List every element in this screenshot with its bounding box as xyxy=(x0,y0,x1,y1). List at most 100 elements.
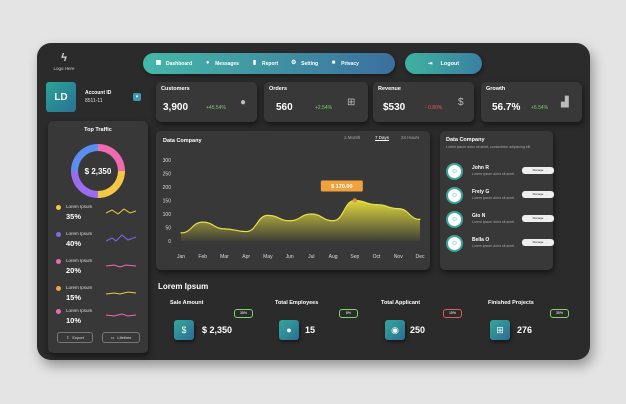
contacts-title: Data Company xyxy=(446,137,485,143)
dollar-icon: $ xyxy=(174,320,194,340)
nav-report[interactable]: ▮ Report xyxy=(247,60,282,67)
data-point xyxy=(245,230,247,233)
person-desc: Lorem ipsum dolor sit amet xyxy=(472,220,515,224)
legend-dot xyxy=(56,309,61,314)
stat-value: 3,900 xyxy=(163,102,189,113)
x-tick-label: Apr xyxy=(242,254,250,260)
lock-icon: ■ xyxy=(331,60,336,66)
sparkline xyxy=(106,313,136,317)
logout-icon: ⇥ xyxy=(427,60,433,67)
person-name: Freiy G xyxy=(472,189,490,195)
kpi-value: 250 xyxy=(410,325,426,335)
avatar[interactable]: LD xyxy=(46,82,76,112)
x-tick-label: Aug xyxy=(329,254,338,260)
kpi-title: Total Employees xyxy=(275,300,319,306)
range-24-hours[interactable]: 24 Hours xyxy=(401,135,420,140)
x-tick-label: Feb xyxy=(198,254,207,260)
chevron-down-icon[interactable]: ▾ xyxy=(133,93,141,101)
export-button[interactable]: ⇧ Export xyxy=(57,332,93,343)
kpi-badge: 15% xyxy=(443,309,462,318)
sparkline xyxy=(106,264,136,268)
chat-icon: ● xyxy=(205,60,210,66)
kpi-total-applicant: Total Applicant 15% ◉ 250 xyxy=(369,300,464,340)
upload-icon: ⇧ xyxy=(66,335,70,340)
traffic-title: Top Traffic xyxy=(84,127,112,133)
stat-change: +5.54% xyxy=(531,105,549,111)
stat-card-revenue: Revenue $530 - 0.80% $ xyxy=(373,82,474,122)
stat-title: Revenue xyxy=(378,86,401,92)
list-item: ☺ John R Lorem ipsum dolor sit amet Mana… xyxy=(446,161,554,181)
nav-messages[interactable]: ● Messages xyxy=(200,60,243,67)
logo[interactable]: ϟ Logo Here xyxy=(49,52,79,71)
nav-label: Dashboard xyxy=(166,60,193,67)
x-tick-label: Nov xyxy=(394,254,403,260)
lifetime-button[interactable]: ▭ Lifetime xyxy=(102,332,140,343)
legend-dot xyxy=(56,205,61,210)
data-point xyxy=(202,221,204,223)
summary-title: Lorem Ipsum xyxy=(158,282,209,291)
person-name: John R xyxy=(472,165,489,171)
legend-label: Lorem Ipsum xyxy=(66,204,93,209)
y-tick-label: 150 xyxy=(163,199,172,205)
legend-dot xyxy=(56,259,61,264)
y-tick-label: 300 xyxy=(163,158,172,164)
y-tick-label: 200 xyxy=(163,185,172,191)
manage-button[interactable]: Manage xyxy=(522,191,554,198)
nav-label: Messages xyxy=(215,60,240,67)
data-point xyxy=(180,232,182,234)
nav-dashboard[interactable]: ▦ Dashboard xyxy=(151,60,196,67)
avatar: ☺ xyxy=(446,211,463,228)
person-desc: Lorem ipsum dolor sit amet xyxy=(472,244,515,248)
stat-title: Growth xyxy=(486,86,506,92)
logout-button[interactable]: ⇥ Logout xyxy=(405,53,482,74)
nav-label: Privacy xyxy=(341,60,359,67)
traffic-donut: $ 2,350 xyxy=(71,144,125,198)
contacts-subtitle: Lorem ipsum dolor sit amet, consectetur … xyxy=(446,145,531,149)
person-icon: ● xyxy=(240,97,247,108)
chart-line xyxy=(180,199,421,234)
logo-text: Logo Here xyxy=(53,66,75,71)
x-tick-label: Jan xyxy=(177,254,185,260)
tooltip-box xyxy=(320,180,363,192)
stat-change: - 0.80% xyxy=(425,105,443,111)
manage-button[interactable]: Manage xyxy=(522,167,554,174)
nav-label: Report xyxy=(262,60,279,67)
lifetime-label: Lifetime xyxy=(117,335,132,340)
export-label: Export xyxy=(72,335,84,340)
data-point xyxy=(289,220,291,222)
traffic-legend-item: Lorem Ipsum 15% xyxy=(56,284,141,306)
nav-privacy[interactable]: ■ Privacy xyxy=(326,60,363,67)
kpi-badge: 8% xyxy=(339,309,358,318)
people-icon: ● xyxy=(279,320,299,340)
x-tick-label: Jun xyxy=(286,254,294,260)
gear-icon: ⚙ xyxy=(290,60,297,66)
dollar-icon: $ xyxy=(458,97,464,108)
x-tick-label: Mar xyxy=(220,254,229,260)
main-nav: ▦ Dashboard ● Messages ▮ Report ⚙ Setting ■ P… xyxy=(143,53,395,74)
sparkline xyxy=(106,291,136,295)
list-item: ☺ Gio N Lorem ipsum dolor sit amet Manag… xyxy=(446,209,554,229)
stat-title: Orders xyxy=(269,86,288,92)
data-point xyxy=(223,228,226,230)
tooltip-marker[interactable] xyxy=(352,198,358,203)
person-desc: Lorem ipsum dolor sit amet xyxy=(472,196,515,200)
data-point xyxy=(397,208,399,210)
bar-chart-icon: ▮ xyxy=(252,60,257,66)
kpi-title: Sale Amount xyxy=(170,300,204,306)
legend-value: 35% xyxy=(66,212,82,221)
range-7-days[interactable]: 7 Days xyxy=(375,135,390,141)
data-point xyxy=(419,218,421,220)
traffic-legend-item: Lorem Ipsum 10% xyxy=(56,307,141,329)
legend-label: Lorem Ipsum xyxy=(66,285,93,290)
x-tick-label: Jul xyxy=(308,254,314,260)
manage-button[interactable]: Manage xyxy=(522,239,554,246)
contacts-panel: Data Company Lorem ipsum dolor sit amet,… xyxy=(440,131,554,270)
kpi-title: Finished Projects xyxy=(488,300,534,306)
nav-setting[interactable]: ⚙ Setting xyxy=(286,60,322,67)
range-1-month[interactable]: 1 Month xyxy=(344,135,361,140)
manage-button[interactable]: Manage xyxy=(522,215,554,222)
traffic-total: $ 2,350 xyxy=(78,151,118,191)
kpi-badge: 35% xyxy=(234,309,253,318)
person-name: Gio N xyxy=(472,213,486,219)
chart-title: Data Company xyxy=(163,138,202,144)
